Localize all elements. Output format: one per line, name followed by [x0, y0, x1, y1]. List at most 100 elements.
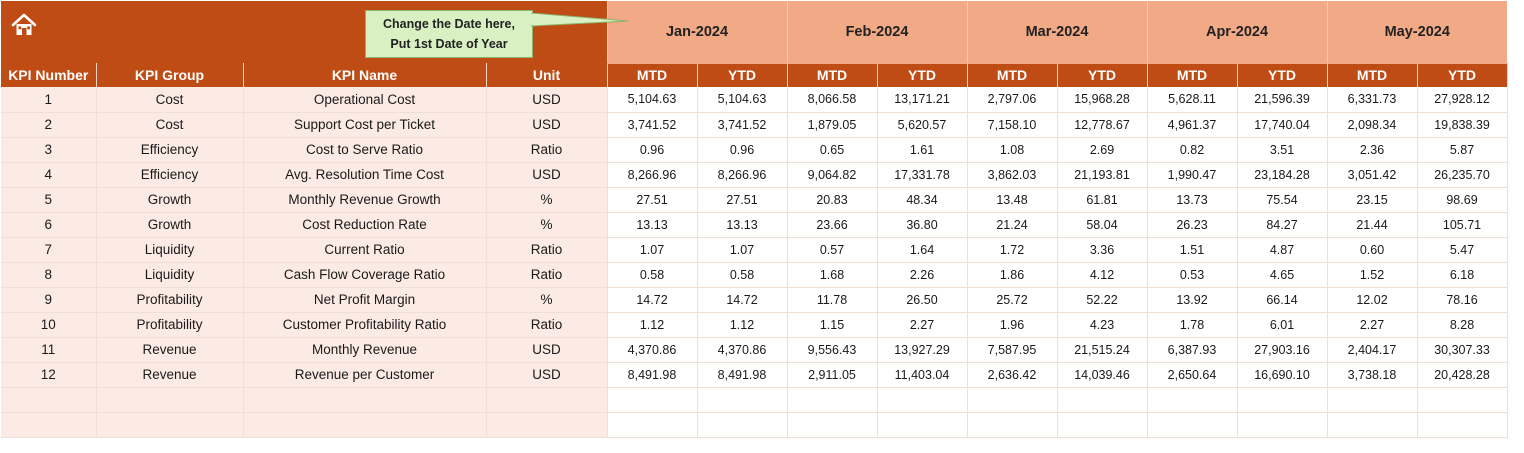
- empty-cell[interactable]: [967, 387, 1058, 413]
- ytd-value-cell[interactable]: 4.65: [1237, 262, 1328, 288]
- ytd-value-cell[interactable]: 2.26: [877, 262, 968, 288]
- kpi-name-cell[interactable]: Customer Profitability Ratio: [243, 312, 487, 338]
- unit-cell[interactable]: USD: [486, 87, 608, 113]
- ytd-value-cell[interactable]: 30,307.33: [1417, 337, 1508, 363]
- kpi-name-cell[interactable]: Avg. Resolution Time Cost: [243, 162, 487, 188]
- empty-cell[interactable]: [486, 387, 608, 413]
- ytd-value-cell[interactable]: 66.14: [1237, 287, 1328, 313]
- ytd-value-cell[interactable]: 1.64: [877, 237, 968, 263]
- empty-cell[interactable]: [96, 412, 244, 438]
- mtd-value-cell[interactable]: 0.96: [607, 137, 698, 163]
- ytd-value-cell[interactable]: 13,171.21: [877, 87, 968, 113]
- mtd-value-cell[interactable]: 2,636.42: [967, 362, 1058, 388]
- mtd-value-cell[interactable]: 21.44: [1327, 212, 1418, 238]
- unit-cell[interactable]: %: [486, 287, 608, 313]
- ytd-value-cell[interactable]: 4.12: [1057, 262, 1148, 288]
- kpi-group-cell[interactable]: Efficiency: [96, 137, 244, 163]
- mtd-value-cell[interactable]: 9,556.43: [787, 337, 878, 363]
- empty-cell[interactable]: [1, 412, 97, 438]
- ytd-value-cell[interactable]: 5.47: [1417, 237, 1508, 263]
- mtd-value-cell[interactable]: 13.73: [1147, 187, 1238, 213]
- mtd-value-cell[interactable]: 3,051.42: [1327, 162, 1418, 188]
- mtd-value-cell[interactable]: 13.48: [967, 187, 1058, 213]
- unit-cell[interactable]: USD: [486, 112, 608, 138]
- ytd-value-cell[interactable]: 12,778.67: [1057, 112, 1148, 138]
- mtd-value-cell[interactable]: 0.53: [1147, 262, 1238, 288]
- mtd-value-cell[interactable]: 2,911.05: [787, 362, 878, 388]
- ytd-value-cell[interactable]: 26.50: [877, 287, 968, 313]
- mtd-value-cell[interactable]: 1.07: [607, 237, 698, 263]
- ytd-value-cell[interactable]: 5,104.63: [697, 87, 788, 113]
- ytd-value-cell[interactable]: 19,838.39: [1417, 112, 1508, 138]
- mtd-value-cell[interactable]: 27.51: [607, 187, 698, 213]
- empty-cell[interactable]: [243, 387, 487, 413]
- ytd-value-cell[interactable]: 3,741.52: [697, 112, 788, 138]
- ytd-value-cell[interactable]: 2.69: [1057, 137, 1148, 163]
- kpi-number-cell[interactable]: 2: [1, 112, 97, 138]
- kpi-group-cell[interactable]: Growth: [96, 212, 244, 238]
- ytd-value-cell[interactable]: 14,039.46: [1057, 362, 1148, 388]
- kpi-number-cell[interactable]: 4: [1, 162, 97, 188]
- kpi-name-cell[interactable]: Support Cost per Ticket: [243, 112, 487, 138]
- ytd-value-cell[interactable]: 4.23: [1057, 312, 1148, 338]
- kpi-group-cell[interactable]: Profitability: [96, 312, 244, 338]
- ytd-value-cell[interactable]: 4,370.86: [697, 337, 788, 363]
- mtd-value-cell[interactable]: 1.96: [967, 312, 1058, 338]
- empty-cell[interactable]: [1057, 387, 1148, 413]
- mtd-value-cell[interactable]: 6,331.73: [1327, 87, 1418, 113]
- mtd-value-cell[interactable]: 1.86: [967, 262, 1058, 288]
- unit-cell[interactable]: USD: [486, 362, 608, 388]
- ytd-value-cell[interactable]: 0.96: [697, 137, 788, 163]
- mtd-value-cell[interactable]: 12.02: [1327, 287, 1418, 313]
- empty-cell[interactable]: [697, 387, 788, 413]
- unit-cell[interactable]: USD: [486, 162, 608, 188]
- ytd-value-cell[interactable]: 13.13: [697, 212, 788, 238]
- mtd-value-cell[interactable]: 1.52: [1327, 262, 1418, 288]
- kpi-name-cell[interactable]: Operational Cost: [243, 87, 487, 113]
- mtd-value-cell[interactable]: 0.65: [787, 137, 878, 163]
- mtd-value-cell[interactable]: 1.08: [967, 137, 1058, 163]
- empty-cell[interactable]: [1057, 412, 1148, 438]
- empty-cell[interactable]: [1327, 387, 1418, 413]
- mtd-value-cell[interactable]: 1.72: [967, 237, 1058, 263]
- kpi-number-cell[interactable]: 3: [1, 137, 97, 163]
- empty-cell[interactable]: [1147, 412, 1238, 438]
- mtd-value-cell[interactable]: 5,104.63: [607, 87, 698, 113]
- ytd-value-cell[interactable]: 5,620.57: [877, 112, 968, 138]
- mtd-value-cell[interactable]: 3,862.03: [967, 162, 1058, 188]
- kpi-number-cell[interactable]: 9: [1, 287, 97, 313]
- ytd-value-cell[interactable]: 16,690.10: [1237, 362, 1328, 388]
- ytd-value-cell[interactable]: 20,428.28: [1417, 362, 1508, 388]
- ytd-value-cell[interactable]: 48.34: [877, 187, 968, 213]
- empty-cell[interactable]: [1, 387, 97, 413]
- mtd-value-cell[interactable]: 1,990.47: [1147, 162, 1238, 188]
- empty-cell[interactable]: [877, 412, 968, 438]
- ytd-value-cell[interactable]: 78.16: [1417, 287, 1508, 313]
- kpi-name-cell[interactable]: Net Profit Margin: [243, 287, 487, 313]
- empty-cell[interactable]: [607, 412, 698, 438]
- kpi-name-cell[interactable]: Cost to Serve Ratio: [243, 137, 487, 163]
- kpi-number-cell[interactable]: 7: [1, 237, 97, 263]
- kpi-number-cell[interactable]: 12: [1, 362, 97, 388]
- ytd-value-cell[interactable]: 36.80: [877, 212, 968, 238]
- empty-cell[interactable]: [877, 387, 968, 413]
- kpi-name-cell[interactable]: Cash Flow Coverage Ratio: [243, 262, 487, 288]
- ytd-value-cell[interactable]: 2.27: [877, 312, 968, 338]
- kpi-number-cell[interactable]: 6: [1, 212, 97, 238]
- empty-cell[interactable]: [243, 412, 487, 438]
- empty-cell[interactable]: [1327, 412, 1418, 438]
- empty-cell[interactable]: [96, 387, 244, 413]
- mtd-value-cell[interactable]: 2.36: [1327, 137, 1418, 163]
- ytd-value-cell[interactable]: 75.54: [1237, 187, 1328, 213]
- mtd-value-cell[interactable]: 0.57: [787, 237, 878, 263]
- mtd-value-cell[interactable]: 4,961.37: [1147, 112, 1238, 138]
- ytd-value-cell[interactable]: 5.87: [1417, 137, 1508, 163]
- ytd-value-cell[interactable]: 98.69: [1417, 187, 1508, 213]
- kpi-group-cell[interactable]: Cost: [96, 87, 244, 113]
- ytd-value-cell[interactable]: 26,235.70: [1417, 162, 1508, 188]
- kpi-group-cell[interactable]: Cost: [96, 112, 244, 138]
- empty-cell[interactable]: [607, 387, 698, 413]
- kpi-number-cell[interactable]: 1: [1, 87, 97, 113]
- kpi-number-cell[interactable]: 5: [1, 187, 97, 213]
- ytd-value-cell[interactable]: 3.36: [1057, 237, 1148, 263]
